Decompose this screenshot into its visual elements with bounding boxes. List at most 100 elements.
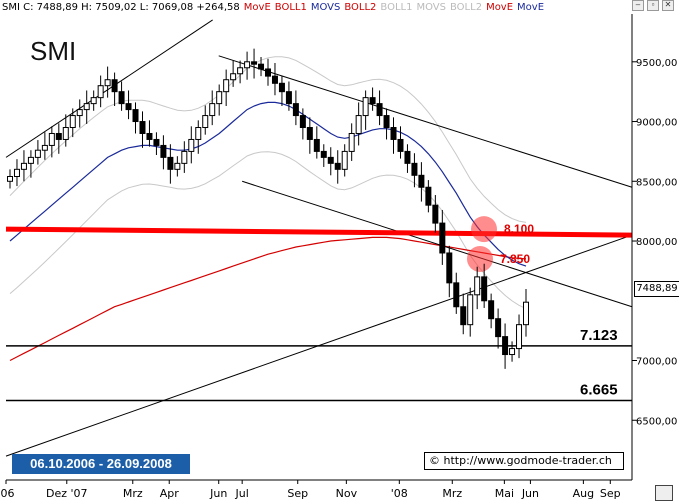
y-tick-label: 7000,00 <box>636 357 677 368</box>
x-tick-label: Aug <box>573 487 594 500</box>
candle-body <box>216 91 223 105</box>
candle-body <box>418 174 425 188</box>
candle-body <box>320 150 327 158</box>
candle-body <box>251 61 258 65</box>
candle-body <box>27 156 34 164</box>
candle-body <box>355 115 362 134</box>
candle-body <box>160 144 167 158</box>
candle-body <box>313 138 320 152</box>
y-tick-label: 9500,00 <box>636 58 677 69</box>
trendlines <box>5 19 633 457</box>
candle-body <box>488 300 495 320</box>
movs-line <box>9 101 527 267</box>
candle-body <box>230 73 237 81</box>
candle-body <box>446 252 453 284</box>
candle-body <box>334 162 341 170</box>
candle-body <box>474 276 481 296</box>
x-tick-label: '06 <box>0 487 15 500</box>
candle-body <box>55 132 62 140</box>
boll-lower-line <box>9 151 527 310</box>
candle-body <box>376 103 383 117</box>
trendline <box>242 180 633 308</box>
candle-body <box>432 204 439 224</box>
candle-body <box>453 282 460 308</box>
candle-body <box>132 109 139 123</box>
legend-item: MovE <box>486 2 514 13</box>
x-tick-label: Apr <box>160 487 180 500</box>
candle-body <box>439 222 446 254</box>
y-tick-label: 8500,00 <box>636 177 677 188</box>
candle-body <box>348 132 355 152</box>
boll-upper-line <box>9 56 527 223</box>
candle-body <box>278 82 285 93</box>
candle-body <box>404 150 411 164</box>
candle-body <box>460 306 467 326</box>
candle-body <box>20 162 27 170</box>
legend-item: MovE <box>243 2 271 13</box>
x-tick-label: Jun <box>521 487 539 500</box>
candle-body <box>13 168 20 178</box>
axes: 9500,00 9000,00 8500,00 8000,00 7000,00 6500,… <box>0 14 677 500</box>
legend-item: MOVS <box>416 2 446 13</box>
candle-body <box>467 294 474 326</box>
legend-item: MOVS <box>310 2 341 13</box>
candle-body <box>509 348 516 356</box>
candle-body <box>209 103 216 117</box>
highlight-marker <box>471 216 497 243</box>
candle-body <box>271 75 278 84</box>
candle-body <box>244 61 251 69</box>
candle-body <box>188 138 195 152</box>
candle-body <box>523 301 529 326</box>
candle-body <box>111 79 118 93</box>
candle-body <box>516 324 523 350</box>
candle-body <box>69 115 76 129</box>
candle-body <box>327 156 334 164</box>
candle-body <box>502 336 509 356</box>
candle-body <box>41 144 48 151</box>
level-label: 7.850 <box>500 252 530 266</box>
candle-body <box>237 67 244 75</box>
candle-body <box>34 149 41 158</box>
trendline <box>5 19 213 158</box>
restore-icon[interactable]: ▫ <box>647 0 659 11</box>
minimize-icon[interactable]: – <box>632 0 644 11</box>
candle-body <box>383 115 390 129</box>
chart-tool-icon[interactable] <box>655 485 673 501</box>
bollinger-bands <box>9 56 527 362</box>
candle-body <box>104 79 111 87</box>
candle-body <box>299 115 306 129</box>
candle-body <box>174 162 181 170</box>
legend-item: BOLL2 <box>344 2 377 13</box>
candle-body <box>153 138 160 146</box>
x-tick-label: Mrz <box>442 487 462 500</box>
x-tick-label: Jul <box>235 487 249 500</box>
legend-item: MovE <box>517 2 545 13</box>
highlight-marker <box>467 245 493 272</box>
candle-body <box>62 127 69 140</box>
level-label: 8.100 <box>504 222 534 236</box>
x-tick-label: '08 <box>391 487 408 500</box>
legend-item: BOLL1 <box>380 2 413 13</box>
legend-item: BOLL2 <box>450 2 483 13</box>
close-icon[interactable]: ✕ <box>662 0 674 11</box>
legend-header: SMI C: 7488,89 H: 7509,02 L: 7069,08 +26… <box>2 2 548 13</box>
source-url[interactable]: © http://www.godmode-trader.ch <box>424 452 624 470</box>
candle-body <box>76 109 83 117</box>
legend-item: SMI C: 7488,89 H: 7509,02 L: 7069,08 +26… <box>2 2 240 13</box>
x-tick-label: Mai <box>495 487 514 500</box>
candle-body <box>90 97 97 105</box>
x-tick-label: Sep <box>600 487 621 500</box>
candle-body <box>265 68 271 77</box>
candle-body <box>202 115 209 129</box>
x-tick-label: Mrz <box>123 487 143 500</box>
candle-body <box>139 121 146 134</box>
candle-body <box>97 85 104 99</box>
x-tick-label: Dez '07 <box>46 487 88 500</box>
candle-body <box>341 150 348 170</box>
x-tick-label: Nov <box>336 487 358 500</box>
date-range-badge: 06.10.2006 - 26.09.2008 <box>12 454 190 474</box>
candle-body <box>7 176 13 182</box>
legend-item: BOLL1 <box>274 2 307 13</box>
